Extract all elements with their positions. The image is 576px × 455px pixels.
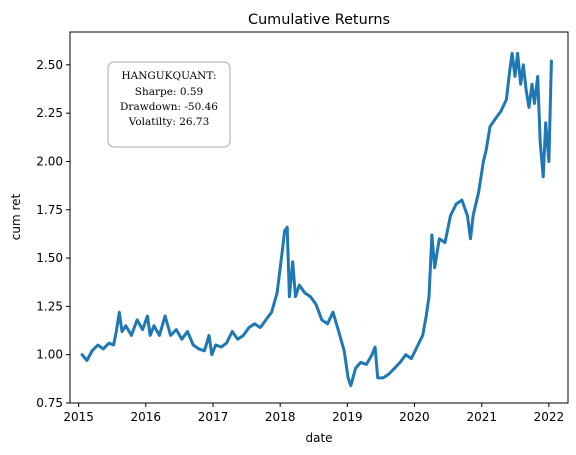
x-axis-label: date bbox=[305, 431, 332, 445]
x-axis: 2015 2016 2017 2018 2019 2020 2021 2022 bbox=[63, 403, 564, 424]
axes-frame bbox=[69, 31, 569, 404]
annotation-line-drawdown: Drawdown: -50.46 bbox=[120, 101, 218, 113]
y-tick-label: 1.25 bbox=[36, 299, 63, 313]
x-tick-label: 2016 bbox=[130, 410, 161, 424]
stats-annotation: HANGUKQUANT: Sharpe: 0.59 Drawdown: -50.… bbox=[107, 61, 231, 148]
y-tick-label: 0.75 bbox=[36, 396, 63, 410]
annotation-line-sharpe: Sharpe: 0.59 bbox=[135, 86, 203, 98]
x-tick-label: 2019 bbox=[332, 410, 363, 424]
annotation-frame bbox=[107, 61, 231, 148]
annotation-line-volatility: Volatilty: 26.73 bbox=[128, 116, 210, 128]
x-tick-label: 2020 bbox=[399, 410, 430, 424]
x-tick-label: 2021 bbox=[466, 410, 497, 424]
x-tick-label: 2022 bbox=[534, 410, 565, 424]
x-tick-label: 2017 bbox=[198, 410, 229, 424]
y-tick-label: 1.75 bbox=[36, 203, 63, 217]
y-tick-label: 2.00 bbox=[36, 154, 63, 168]
y-tick-label: 1.00 bbox=[36, 348, 63, 362]
annotation-line-label: HANGUKQUANT: bbox=[121, 70, 216, 82]
x-tick-label: 2015 bbox=[63, 410, 94, 424]
series-layer bbox=[80, 51, 553, 388]
chart-title: Cumulative Returns bbox=[248, 12, 390, 28]
y-axis-label: cum ret bbox=[9, 193, 23, 240]
series-line-0 bbox=[80, 51, 553, 388]
y-axis: 0.75 1.00 1.25 1.50 1.75 2.00 2.25 2.50 bbox=[36, 58, 70, 410]
y-tick-label: 2.50 bbox=[36, 58, 63, 72]
y-tick-label: 1.50 bbox=[36, 251, 63, 265]
x-tick-label: 2018 bbox=[265, 410, 296, 424]
y-tick-label: 2.25 bbox=[36, 106, 63, 120]
